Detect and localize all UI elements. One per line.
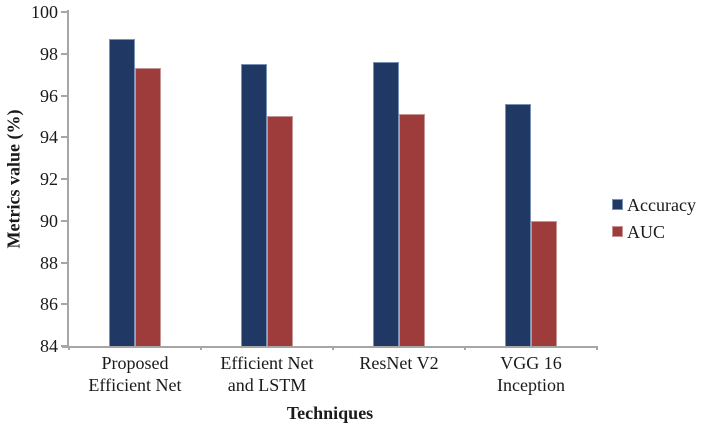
x-boundary-tick: [332, 346, 334, 350]
x-boundary-tick: [68, 346, 70, 350]
legend-item-auc: AUC: [612, 218, 696, 245]
x-axis-title: Techniques: [286, 403, 374, 423]
y-tick-label: 100: [31, 2, 58, 22]
y-tick-mark: [61, 178, 68, 180]
bar-accuracy-3: [373, 62, 399, 346]
y-tick-label: 84: [40, 336, 58, 356]
chart-legend: Accuracy AUC: [612, 191, 696, 245]
legend-label: AUC: [627, 221, 666, 242]
y-tick-mark: [61, 219, 68, 222]
bar-accuracy-1: [109, 39, 135, 346]
y-tick-label: 88: [40, 252, 58, 273]
y-tick-label: 94: [40, 127, 58, 148]
y-tick-label: 86: [40, 294, 58, 315]
y-tick-label: 90: [40, 210, 58, 231]
y-tick-mark: [61, 94, 68, 97]
y-tick-mark: [61, 11, 68, 13]
y-tick-mark: [61, 261, 68, 264]
y-tick-mark: [61, 136, 68, 139]
x-axis-line: [62, 346, 598, 348]
y-tick-mark: [61, 303, 68, 306]
x-boundary-tick: [464, 346, 466, 350]
bar-auc-3: [399, 114, 425, 346]
legend-marker-auc: [612, 226, 623, 237]
bar-auc-2: [267, 116, 293, 346]
legend-label: Accuracy: [627, 194, 696, 215]
legend-marker-accuracy: [612, 199, 623, 210]
y-tick-label: 96: [40, 85, 58, 106]
category-label: VGG 16 Inception: [497, 353, 565, 395]
bar-auc-1: [135, 68, 161, 346]
category-label: Proposed Efficient Net: [88, 353, 182, 395]
y-tick-label: 92: [40, 169, 58, 189]
x-boundary-tick: [596, 346, 598, 350]
x-boundary-tick: [200, 346, 202, 350]
category-label: Efficient Net and LSTM: [220, 353, 314, 395]
legend-item-accuracy: Accuracy: [612, 191, 696, 218]
y-axis-line: [67, 10, 69, 348]
bar-accuracy-2: [241, 64, 267, 346]
category-label: ResNet V2: [359, 353, 439, 373]
y-tick-label: 98: [40, 43, 58, 64]
bar-accuracy-4: [505, 103, 531, 346]
y-tick-mark: [61, 52, 68, 55]
bar-auc-4: [531, 220, 557, 346]
